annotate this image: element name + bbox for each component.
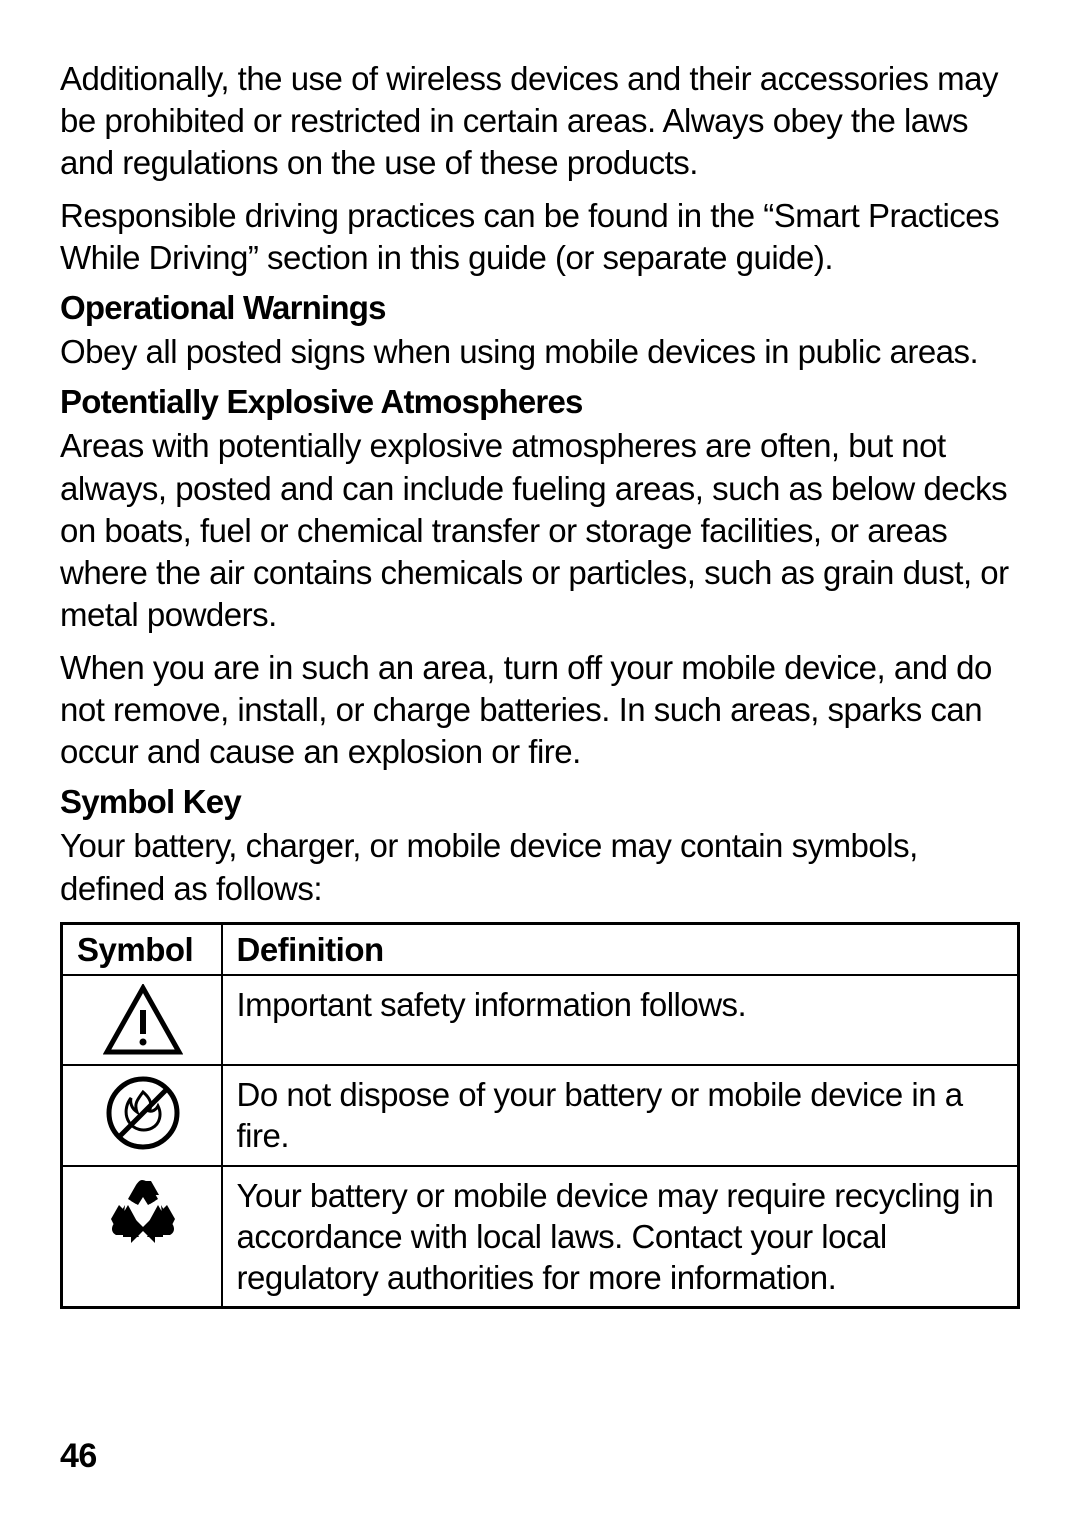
table-row: Your battery or mobile device may requir…: [62, 1166, 1019, 1308]
table-header-definition: Definition: [222, 923, 1019, 975]
definition-cell: Important safety information follows.: [222, 975, 1019, 1065]
warning-triangle-icon: [103, 984, 183, 1056]
body-paragraph: Additionally, the use of wireless device…: [60, 58, 1020, 185]
body-paragraph: Responsible driving practices can be fou…: [60, 195, 1020, 279]
definition-cell: Your battery or mobile device may requir…: [222, 1166, 1019, 1308]
symbol-cell: [62, 1166, 222, 1308]
symbol-cell: [62, 975, 222, 1065]
symbol-cell: [62, 1065, 222, 1166]
section-heading: Symbol Key: [60, 783, 1020, 821]
table-header-symbol: Symbol: [62, 923, 222, 975]
body-paragraph: When you are in such an area, turn off y…: [60, 647, 1020, 774]
section-heading: Operational Warnings: [60, 289, 1020, 327]
table-row: Important safety information follows.: [62, 975, 1019, 1065]
definition-cell: Do not dispose of your battery or mobile…: [222, 1065, 1019, 1166]
section-heading: Potentially Explosive Atmospheres: [60, 383, 1020, 421]
table-row: Do not dispose of your battery or mobile…: [62, 1065, 1019, 1166]
symbol-key-table: Symbol Definition Important safety infor…: [60, 922, 1020, 1310]
table-header-row: Symbol Definition: [62, 923, 1019, 975]
body-paragraph: Your battery, charger, or mobile device …: [60, 825, 1020, 909]
body-paragraph: Areas with potentially explosive atmosph…: [60, 425, 1020, 636]
page-number: 46: [60, 1437, 97, 1476]
no-fire-icon: [104, 1074, 182, 1152]
body-paragraph: Obey all posted signs when using mobile …: [60, 331, 1020, 373]
recycle-icon: [103, 1175, 183, 1255]
